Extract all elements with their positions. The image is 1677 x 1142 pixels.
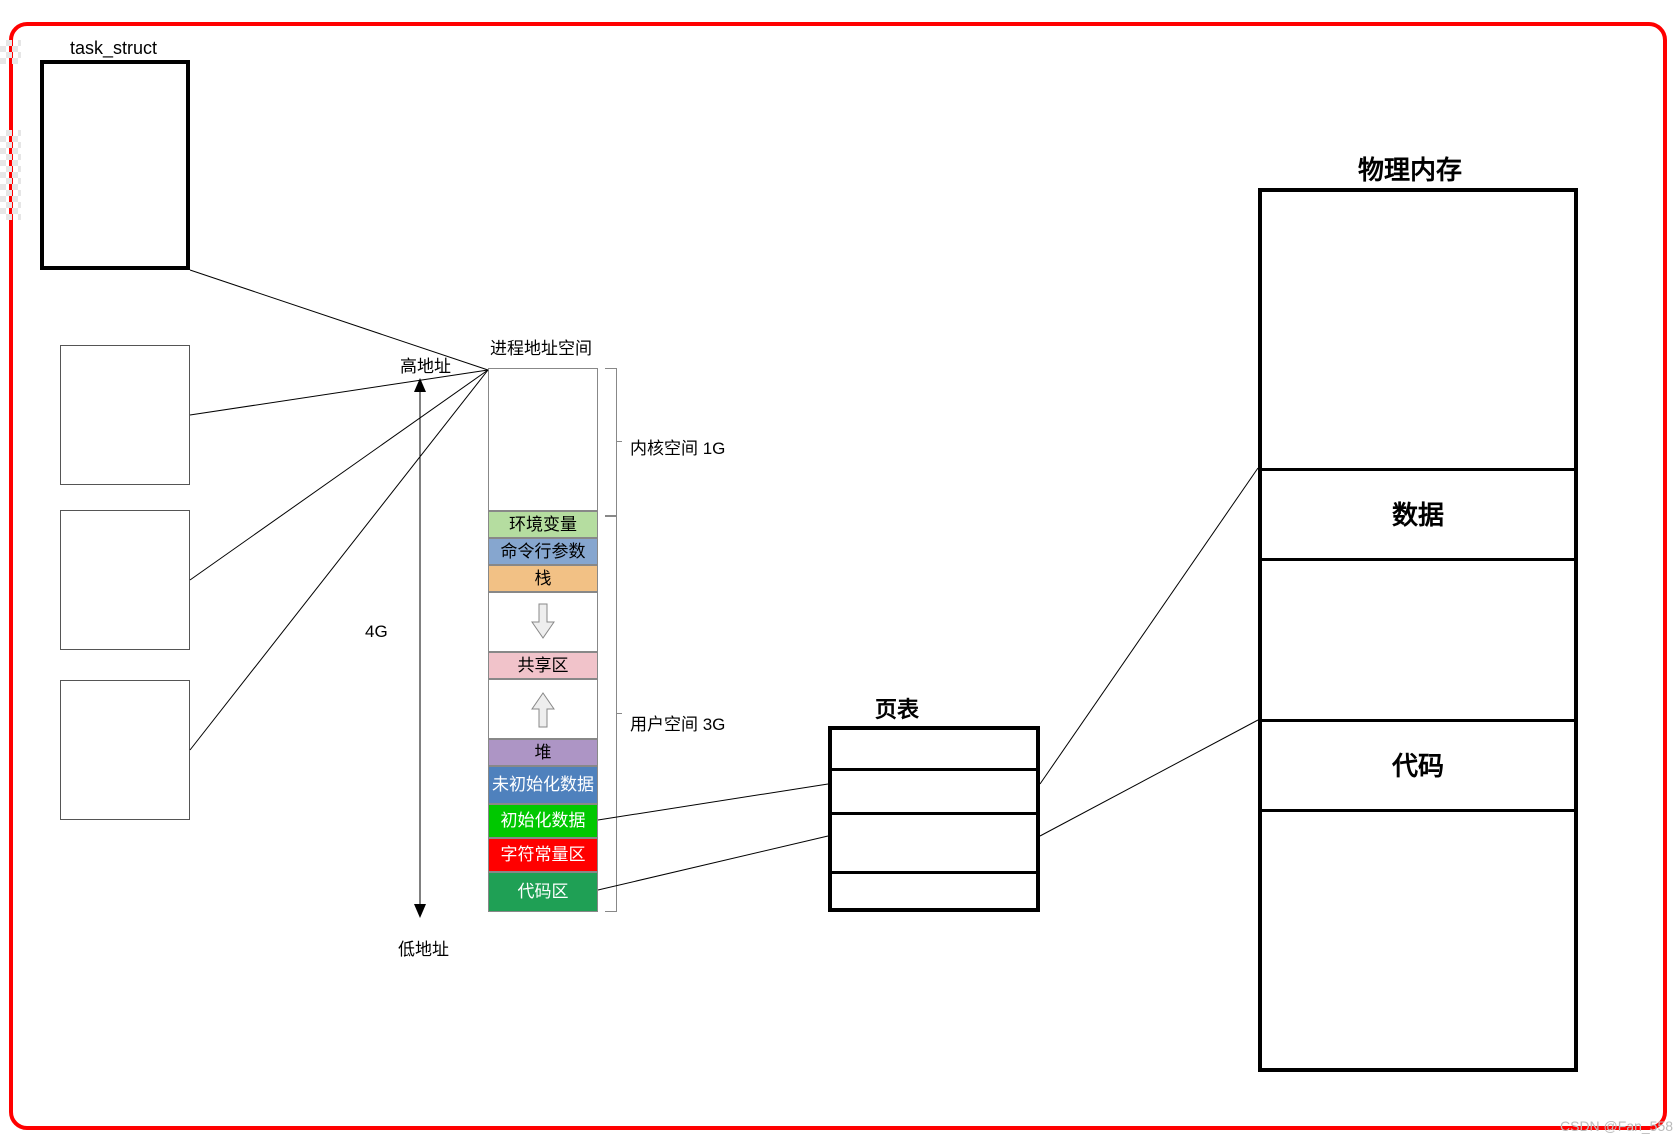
checker-strip [0,40,21,64]
page-table-row-line [832,812,1036,815]
brace-label: 内核空间 1G [630,434,725,459]
phys-mem-line [1262,809,1574,812]
checker-strip [0,130,21,220]
phys-mem-row: 数据 [1262,468,1574,558]
addr-seg-label: 字符常量区 [501,843,586,867]
task-struct-label: task_struct [70,38,157,59]
addr-seg-text: 代码区 [488,872,598,912]
addr-seg-label: 初始化数据 [501,809,586,833]
phys-mem-box: 数据代码 [1258,188,1578,1072]
addr-seg-label: 未初始化数据 [492,773,594,797]
addr-seg-label: 命令行参数 [501,540,586,564]
addr-seg-kernel_blank [488,368,598,511]
addr-seg-label: 栈 [535,567,552,591]
page-table-row-line [832,871,1036,874]
arrow-up-icon [528,687,558,731]
high-addr-label: 高地址 [400,352,451,377]
addr-seg-heap: 堆 [488,739,598,766]
phys-mem-row: 代码 [1262,719,1574,809]
addr-seg-label: 共享区 [518,654,569,678]
size-4g-label: 4G [365,622,388,642]
addr-seg-stack_grow [488,592,598,652]
addr-seg-env: 环境变量 [488,511,598,538]
page-table-title: 页表 [875,692,919,724]
watermark: CSDN @Fan_558 [1560,1118,1673,1134]
page-table-row-line [832,768,1036,771]
arrow-down-icon [528,600,558,644]
addr-seg-label: 环境变量 [509,513,577,537]
brace [605,368,617,516]
addr-seg-rodata: 字符常量区 [488,838,598,872]
page-table-box [828,726,1040,912]
addr-seg-label: 堆 [535,741,552,765]
task-clone-box [60,510,190,650]
addr-seg-args: 命令行参数 [488,538,598,565]
addr-seg-stack: 栈 [488,565,598,592]
task-clone-box [60,345,190,485]
addr-seg-data: 初始化数据 [488,804,598,838]
task-clone-box [60,680,190,820]
addr-space-title: 进程地址空间 [490,334,592,359]
addr-seg-bss: 未初始化数据 [488,766,598,804]
addr-seg-label: 代码区 [518,880,569,904]
brace [605,516,617,912]
addr-seg-shared: 共享区 [488,652,598,679]
phys-mem-title: 物理内存 [1358,150,1462,187]
task-struct-box [40,60,190,270]
addr-seg-heap_grow [488,679,598,739]
low-addr-label: 低地址 [398,935,449,960]
brace-label: 用户空间 3G [630,710,725,735]
phys-mem-line [1262,558,1574,561]
